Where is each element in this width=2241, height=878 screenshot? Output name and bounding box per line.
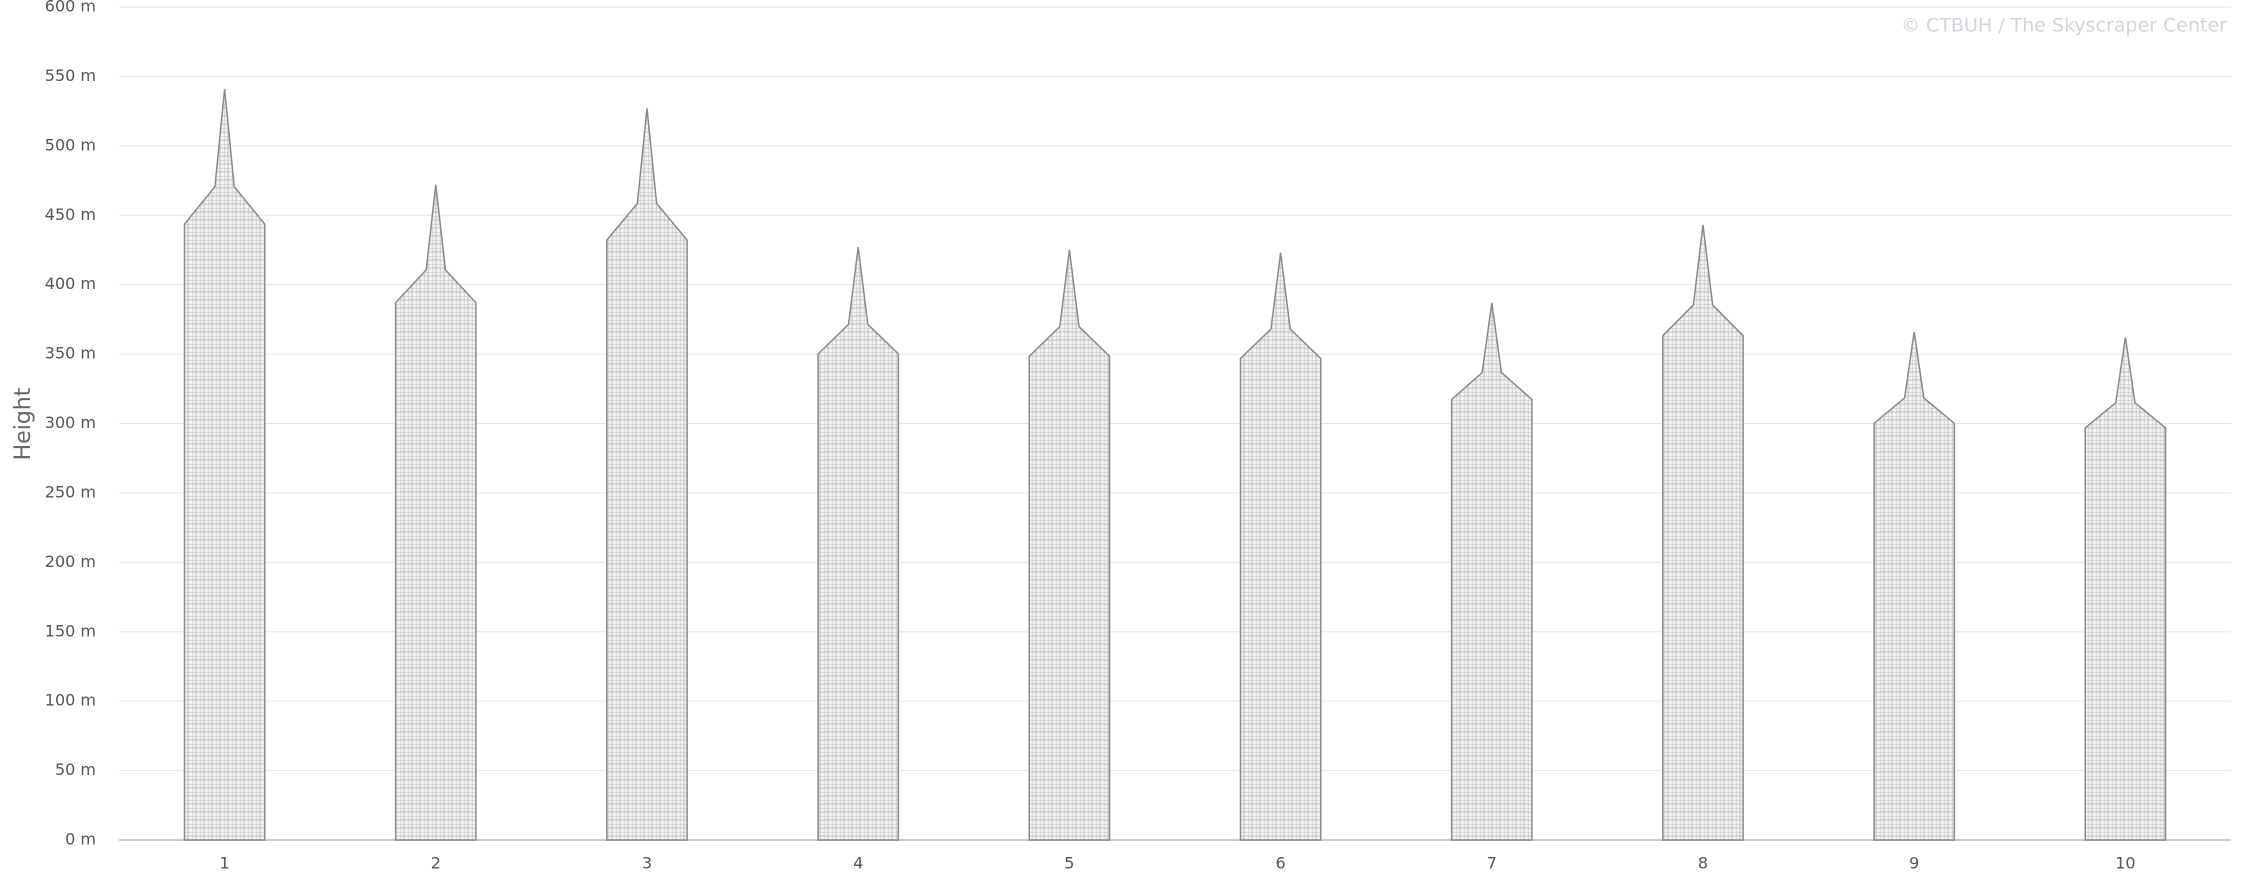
building	[606, 108, 688, 841]
building	[1028, 249, 1111, 841]
building	[1450, 302, 1533, 841]
y-tick-label: 600 m	[45, 0, 96, 16]
x-tick-label: 8	[1698, 854, 1708, 873]
source-credit: © CTBUH / The Skyscraper Center	[1901, 15, 2227, 37]
building	[394, 184, 477, 841]
x-tick-label: 4	[853, 854, 863, 873]
y-tick-label: 450 m	[45, 205, 96, 224]
y-tick-label: 250 m	[45, 482, 96, 501]
x-tick-label: 3	[642, 854, 652, 873]
y-tick-label: 500 m	[45, 135, 96, 154]
building	[1873, 331, 1956, 841]
y-axis-label: Height	[11, 387, 36, 460]
y-tick-label: 200 m	[45, 552, 96, 571]
y-tick-label: 50 m	[55, 760, 96, 779]
building	[817, 247, 900, 841]
y-tick-label: 150 m	[45, 621, 96, 640]
x-tick-label: 1	[220, 854, 230, 873]
x-tick-label: 9	[1909, 854, 1919, 873]
x-tick-label: 6	[1276, 854, 1286, 873]
building	[183, 88, 266, 841]
y-tick-label: 100 m	[45, 691, 96, 710]
building	[1239, 252, 1322, 841]
y-tick-label: 300 m	[45, 413, 96, 432]
y-tick-label: 400 m	[45, 274, 96, 293]
building	[2084, 337, 2167, 841]
x-tick-label: 10	[2115, 854, 2135, 873]
building	[1662, 224, 1744, 841]
y-tick-label: 350 m	[45, 344, 96, 363]
x-tick-label: 7	[1487, 854, 1497, 873]
x-tick-label: 5	[1064, 854, 1074, 873]
y-tick-label: 0 m	[65, 830, 96, 849]
y-tick-label: 550 m	[45, 66, 96, 85]
x-tick-label: 2	[431, 854, 441, 873]
